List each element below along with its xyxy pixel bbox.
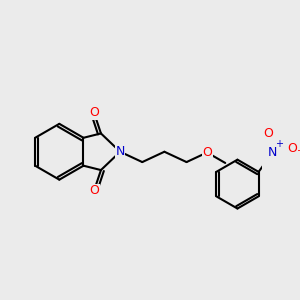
Text: N: N	[268, 146, 277, 159]
Text: O: O	[263, 127, 273, 140]
Text: N: N	[116, 145, 125, 158]
Text: O: O	[287, 142, 297, 155]
Text: O: O	[202, 146, 212, 159]
Text: O: O	[89, 106, 99, 119]
Text: −: −	[297, 146, 300, 156]
Text: O: O	[89, 184, 99, 197]
Text: +: +	[275, 139, 284, 149]
